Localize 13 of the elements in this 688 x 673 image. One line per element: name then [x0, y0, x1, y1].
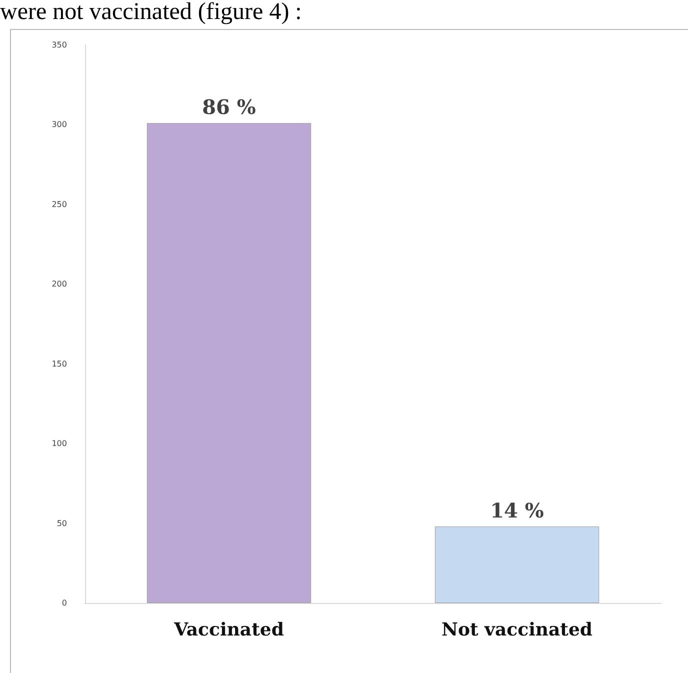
x-tick-label: Vaccinated — [173, 620, 284, 640]
y-tick-label: 150 — [52, 359, 67, 368]
y-tick-label: 100 — [52, 439, 67, 448]
annotation: 86 % — [202, 95, 256, 120]
x-tick-label: Not vaccinated — [441, 620, 593, 640]
y-tick-label: 350 — [52, 40, 67, 50]
y-tick-label: 300 — [52, 120, 67, 130]
text: were not vaccinated (figure 4) : — [0, 0, 302, 26]
y-tick-label: 250 — [52, 200, 67, 209]
y-tick-label: 50 — [56, 518, 67, 528]
y-tick-label: 200 — [52, 280, 67, 289]
annotation: 14 % — [490, 498, 544, 522]
y-tick-label: 0 — [62, 598, 67, 608]
